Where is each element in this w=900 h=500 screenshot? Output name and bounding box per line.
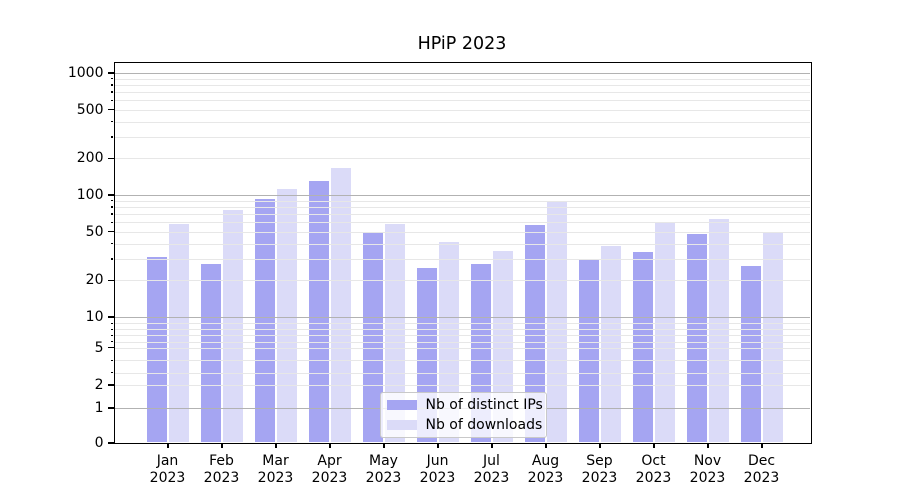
- legend-label-distinct-ips: Nb of distinct IPs: [425, 396, 543, 413]
- y-tick-label-100: 100: [76, 187, 104, 203]
- y-tick-label-2: 2: [94, 377, 104, 393]
- x-tick-mar: [275, 443, 277, 449]
- y-tick-label-5: 5: [94, 339, 104, 356]
- legend: Nb of distinct IPs Nb of downloads: [379, 391, 547, 438]
- y-tick-label-1: 1: [94, 400, 104, 416]
- legend-swatch-downloads: [386, 419, 417, 430]
- x-tick-label-aug: Aug 2023: [527, 453, 564, 486]
- x-tick-label-sep: Sep 2023: [581, 453, 618, 486]
- legend-item-distinct-ips: Nb of distinct IPs: [386, 396, 543, 414]
- x-tick-jan: [167, 443, 169, 449]
- y-tick-label-500: 500: [76, 101, 104, 118]
- x-tick-label-jul: Jul 2023: [473, 453, 510, 486]
- x-tick-aug: [545, 443, 547, 449]
- x-tick-label-may: May 2023: [365, 453, 402, 486]
- legend-swatch-distinct-ips: [386, 399, 417, 410]
- y-tick-label-20: 20: [85, 272, 104, 289]
- chart-title: HPiP 2023: [417, 34, 507, 54]
- x-tick-label-feb: Feb 2023: [203, 453, 240, 486]
- x-tick-jul: [491, 443, 493, 449]
- x-tick-label-jan: Jan 2023: [149, 453, 186, 486]
- x-tick-feb: [221, 443, 223, 449]
- x-tick-label-dec: Dec 2023: [743, 453, 780, 486]
- x-tick-sep: [599, 443, 601, 449]
- x-tick-label-mar: Mar 2023: [257, 453, 294, 486]
- y-tick-label-50: 50: [85, 223, 104, 240]
- x-tick-label-jun: Jun 2023: [419, 453, 456, 486]
- x-tick-dec: [761, 443, 763, 449]
- legend-label-downloads: Nb of downloads: [425, 416, 543, 433]
- y-tick-label-10: 10: [85, 309, 104, 325]
- x-tick-oct: [653, 443, 655, 449]
- y-tick-label-1000: 1000: [67, 65, 104, 81]
- x-tick-may: [383, 443, 385, 449]
- x-tick-label-oct: Oct 2023: [635, 453, 672, 486]
- y-tick-label-200: 200: [76, 150, 104, 167]
- x-tick-label-nov: Nov 2023: [689, 453, 726, 486]
- y-tick-label-0: 0: [94, 435, 104, 451]
- x-tick-label-apr: Apr 2023: [311, 453, 348, 486]
- x-tick-jun: [437, 443, 439, 449]
- x-tick-nov: [707, 443, 709, 449]
- plot-frame: [113, 61, 812, 444]
- legend-item-downloads: Nb of downloads: [386, 416, 543, 434]
- x-tick-apr: [329, 443, 331, 449]
